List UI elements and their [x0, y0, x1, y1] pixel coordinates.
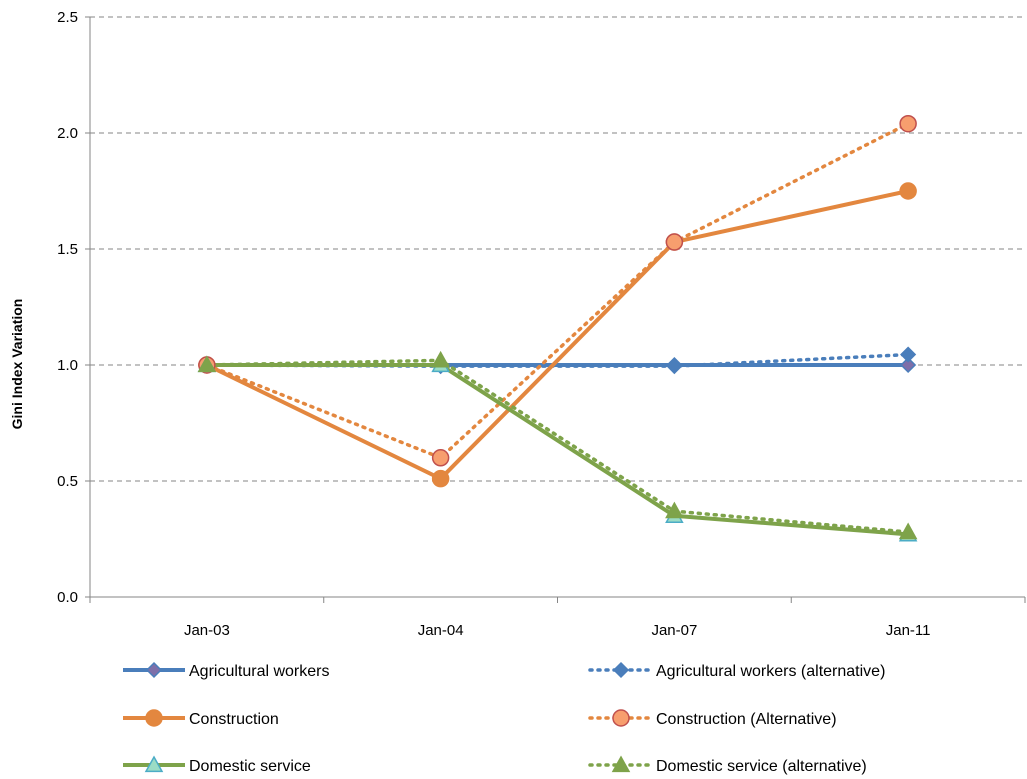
legend-entry: Construction [123, 709, 279, 728]
legend-label: Domestic service [189, 758, 311, 775]
x-tick-label: Jan-07 [651, 622, 697, 639]
y-axis-label: Gini Index Variation [9, 299, 25, 430]
legend-entry: Domestic service (alternative) [588, 755, 867, 775]
legend-entry: Construction (Alternative) [588, 709, 837, 728]
legend-marker [145, 709, 163, 727]
legend-marker [145, 661, 163, 679]
y-tick-label: 2.0 [57, 125, 78, 142]
data-point [900, 346, 917, 363]
legend-entry: Agricultural workers (alternative) [588, 661, 885, 680]
data-point [898, 522, 918, 540]
data-point [197, 355, 217, 373]
series-line [205, 352, 910, 368]
legend-label: Agricultural workers (alternative) [656, 663, 885, 680]
data-point [899, 182, 917, 200]
series-line [205, 358, 910, 534]
legend-marker [611, 755, 631, 773]
x-tick-label: Jan-11 [886, 622, 931, 639]
y-tick-label: 0.5 [57, 473, 78, 490]
series-group [197, 114, 918, 542]
legend-marker [144, 755, 164, 773]
y-tick-label: 2.5 [57, 9, 78, 26]
y-tick-label: 1.0 [57, 357, 78, 374]
gridlines [90, 16, 1025, 482]
data-point [900, 356, 917, 374]
data-point [431, 469, 450, 488]
y-tick-label: 0.0 [57, 589, 78, 606]
legend-entry: Domestic service [123, 755, 311, 775]
axes [85, 16, 1026, 603]
series-line [206, 189, 909, 481]
y-axis-ticks: 0.0 0.5 1.0 1.5 2.0 2.5 [57, 9, 78, 606]
data-point [431, 350, 450, 368]
legend-label: Agricultural workers [189, 663, 329, 680]
legend-label: Construction (Alternative) [656, 711, 837, 728]
series-line [206, 363, 909, 537]
legend-entry: Agricultural workers [123, 661, 329, 680]
series-line [205, 121, 910, 460]
data-point [899, 114, 917, 133]
x-axis-ticks: Jan-03 Jan-04 Jan-07 Jan-11 [184, 622, 931, 639]
legend-marker [612, 709, 630, 727]
legend-marker [612, 661, 630, 679]
legend: Agricultural workers Agricultural workers… [123, 661, 885, 775]
x-tick-label: Jan-03 [184, 622, 230, 639]
data-point [666, 358, 683, 375]
x-tick-label: Jan-04 [418, 622, 464, 639]
legend-label: Construction [189, 711, 279, 728]
data-point [431, 449, 450, 467]
data-point [665, 233, 684, 251]
data-point [665, 501, 684, 519]
y-tick-label: 1.5 [57, 241, 78, 258]
legend-label: Domestic service (alternative) [656, 758, 867, 775]
